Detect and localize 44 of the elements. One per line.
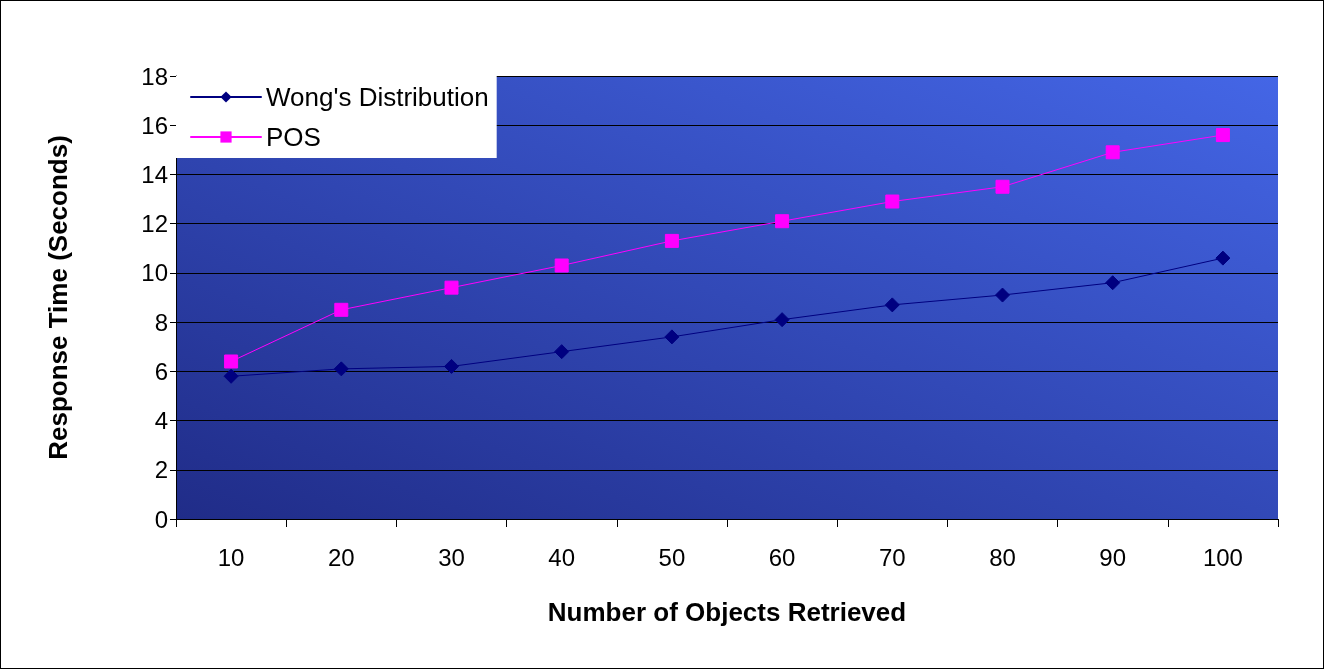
point	[884, 297, 900, 313]
point	[1215, 250, 1231, 266]
point	[995, 287, 1010, 303]
point	[333, 361, 349, 377]
y-tick-label: 12	[141, 210, 168, 238]
point	[224, 354, 239, 369]
x-tick-label: 40	[548, 543, 576, 571]
point	[995, 179, 1010, 194]
point	[775, 214, 790, 229]
point	[223, 368, 239, 384]
y-tick-label: 0	[154, 505, 168, 533]
x-tick-label: 50	[658, 543, 686, 571]
point	[774, 312, 790, 328]
y-tick-label: 4	[154, 407, 168, 435]
y-tick-label: 14	[141, 160, 168, 188]
x-tick-label: 20	[327, 543, 355, 571]
x-tick-label: 30	[438, 543, 465, 571]
point	[1215, 128, 1230, 143]
point	[1105, 275, 1121, 291]
legend-label: POS	[266, 122, 321, 152]
point	[664, 329, 680, 345]
point	[554, 258, 569, 273]
x-tick-label: 60	[768, 543, 796, 571]
y-tick-label: 6	[154, 357, 168, 385]
x-tick-label: 80	[989, 543, 1016, 571]
x-tick-label: 90	[1099, 543, 1127, 571]
x-axis-title: Number of Objects Retrieved	[547, 597, 907, 627]
y-tick-label: 2	[154, 456, 168, 484]
point	[1105, 145, 1120, 160]
point	[444, 358, 459, 374]
point	[334, 302, 349, 317]
y-tick-label: 16	[141, 111, 168, 139]
y-axis-title: Response Time (Seconds)	[43, 135, 73, 460]
point	[664, 233, 679, 248]
point	[554, 344, 570, 360]
point	[885, 194, 900, 209]
y-tick-label: 10	[141, 259, 168, 287]
point	[444, 280, 459, 295]
x-tick-label: 10	[217, 543, 245, 571]
x-tick-label: 100	[1202, 543, 1243, 571]
legend-label: Wong's Distribution	[266, 82, 489, 112]
y-tick-label: 8	[154, 308, 168, 336]
x-tick-label: 70	[878, 543, 906, 571]
y-tick-label: 18	[141, 62, 168, 90]
